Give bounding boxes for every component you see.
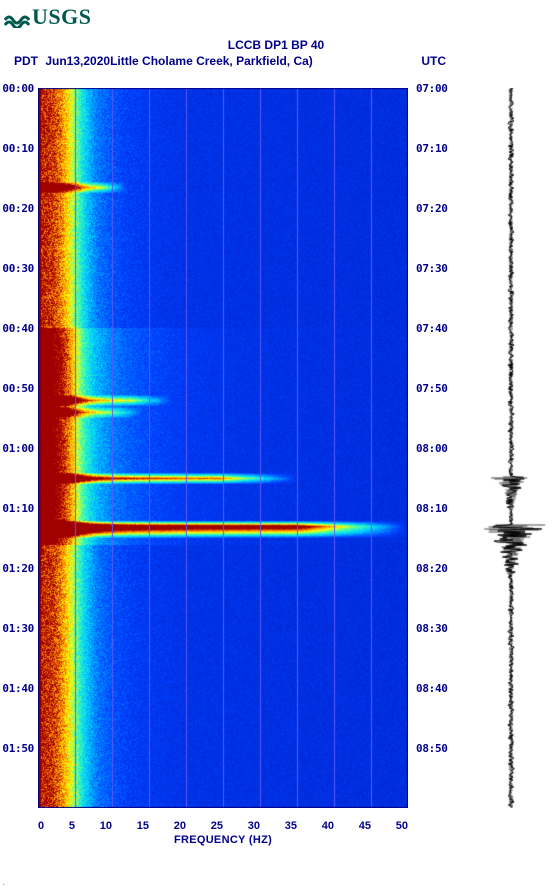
- spectrogram-canvas: [38, 88, 408, 808]
- date: Jun13,2020: [45, 54, 110, 68]
- x-ticks: 05101520253035404550: [38, 820, 408, 832]
- logo-text: USGS: [32, 4, 91, 30]
- tz-left: PDT: [14, 54, 42, 68]
- tz-right: UTC: [421, 54, 552, 68]
- plot-subtitle: PDT Jun13,2020Little Cholame Creek, Park…: [0, 54, 552, 68]
- location: Little Cholame Creek, Parkfield, Ca): [110, 54, 313, 68]
- x-axis-label: FREQUENCY (HZ): [38, 834, 408, 846]
- plot-title: LCCB DP1 BP 40: [0, 38, 552, 52]
- seismogram-plot: [476, 88, 546, 811]
- footer-mark: ·: [2, 879, 5, 890]
- x-axis: 05101520253035404550 FREQUENCY (HZ): [38, 820, 408, 846]
- spectrogram-plot: [38, 88, 408, 811]
- usgs-logo: USGS: [4, 4, 91, 30]
- seismogram-canvas: [476, 88, 546, 808]
